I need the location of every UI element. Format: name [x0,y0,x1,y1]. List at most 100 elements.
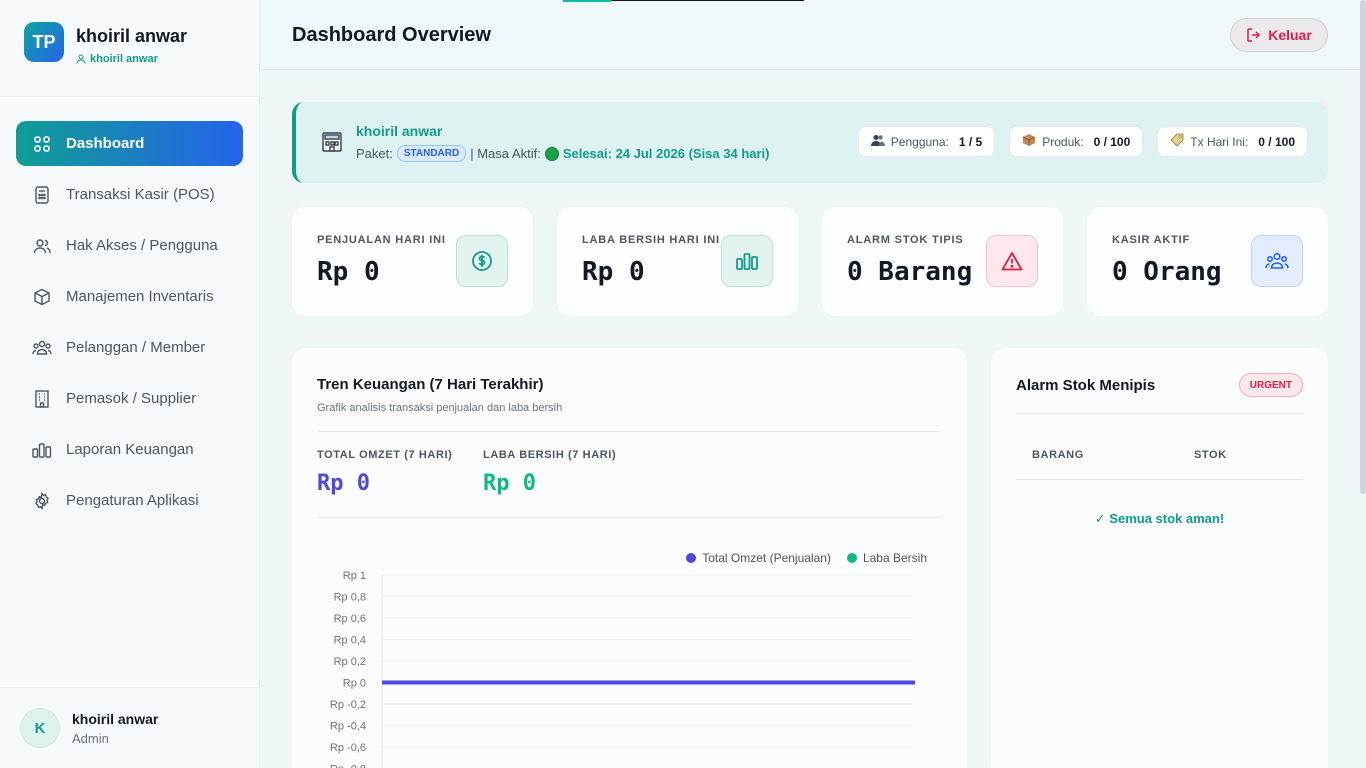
quota-chip-transactions: Tx Hari Ini: 0 / 100 [1157,126,1308,157]
y-tick-label: Rp 0 [343,678,366,690]
sidebar-item-label: Pemasok / Supplier [66,390,197,407]
low-stock-card: Alarm Stok Menipis URGENT BARANG STOK ✓ … [991,348,1328,768]
brand: TP khoiril anwar khoiril anwar [0,0,259,97]
finance-trend-card: Tren Keuangan (7 Hari Terakhir) Grafik a… [292,348,967,768]
users-icon [32,236,52,256]
brand-logo: TP [24,22,64,62]
group-icon [1251,235,1303,287]
package-badge: STANDARD [396,145,467,162]
column-header-stock: STOK [1194,449,1227,461]
quota-value: 1 / 5 [958,134,983,149]
store-icon [320,130,344,160]
header: Dashboard Overview Keluar [260,0,1360,70]
bar-chart-icon [32,440,52,460]
sidebar-item-dashboard[interactable]: Dashboard [16,121,243,166]
sidebar-item-pos[interactable]: Transaksi Kasir (POS) [16,172,243,217]
loading-bar-track [611,0,804,1]
stat-value: Rp 0 [317,257,380,287]
logout-icon [1247,28,1261,42]
sidebar-item-label: Pelanggan / Member [66,339,206,356]
quota-value: 0 / 100 [1258,134,1295,149]
user-role: Admin [72,730,109,746]
sidebar-item-label: Dashboard [66,135,145,152]
y-tick-label: Rp -0,6 [330,742,366,754]
dollar-icon [456,235,508,287]
sidebar-item-label: Pengaturan Aplikasi [66,492,199,509]
finance-subtitle: Grafik analisis transaksi penjualan dan … [317,402,563,414]
scrollbar[interactable] [1360,0,1366,494]
legend-dot-icon [846,553,857,563]
avatar: K [20,708,60,748]
sidebar-item-label: Laporan Keuangan [66,441,194,458]
tag-emoji-icon [1170,133,1184,150]
subscription-banner: khoiril anwar Paket: STANDARD | Masa Akt… [292,102,1328,183]
box-emoji-icon [1022,133,1036,150]
sidebar-item-suppliers[interactable]: Pemasok / Supplier [16,376,243,421]
active-until: Selesai: 24 Jul 2026 (Sisa 34 hari) [562,146,770,161]
finance-chart: Rp 1 Rp 0,8 Rp 0,6 Rp 0,4 Rp 0,2 Rp 0 Rp -0,2 R… [330,570,915,768]
low-stock-title: Alarm Stok Menipis [1016,377,1156,394]
group-icon [32,338,52,358]
stat-label: LABA BERSIH HARI INI [582,234,720,246]
sidebar-nav: Dashboard Transaksi Kasir (POS) Hak Akse… [0,97,259,523]
bar-chart-icon [721,235,773,287]
chart-legend: Total Omzet (Penjualan) Laba Bersih [686,551,927,565]
divider [1016,479,1303,480]
sidebar-item-settings[interactable]: Pengaturan Aplikasi [16,478,243,523]
y-tick-label: Rp 1 [343,570,366,582]
stat-card-profit: LABA BERSIH HARI INI Rp 0 [557,207,798,316]
loading-bar [563,0,611,2]
y-tick-label: Rp -0,4 [330,721,366,733]
urgent-badge: URGENT [1238,373,1303,397]
legend-item-omzet[interactable]: Total Omzet (Penjualan) [686,551,831,565]
sidebar-item-label: Transaksi Kasir (POS) [66,186,215,203]
legend-item-laba[interactable]: Laba Bersih [846,551,927,565]
divider [317,431,941,432]
quota-chip-users: Pengguna: 1 / 5 [857,126,996,157]
stat-label: KASIR AKTIF [1112,234,1191,246]
stat-label: ALARM STOK TIPIS [847,234,964,246]
y-tick-label: Rp 0,6 [334,613,366,625]
sidebar-item-reports[interactable]: Laporan Keuangan [16,427,243,472]
box-icon [32,287,52,307]
quota-chips: Pengguna: 1 / 5 Produk: 0 / 100 Tx Hari … [857,126,1308,157]
column-header-item: BARANG [1032,449,1084,461]
sidebar-item-members[interactable]: Pelanggan / Member [16,325,243,370]
building-icon [32,389,52,409]
gear-icon [32,491,52,511]
quota-value: 0 / 100 [1093,134,1131,149]
stat-value: Rp 0 [582,257,645,287]
subscription-meta: Paket: STANDARD | Masa Aktif: Selesai: 2… [356,145,770,162]
laba-value: Rp 0 [483,471,536,496]
sidebar-item-users[interactable]: Hak Akses / Pengguna [16,223,243,268]
store-name: khoiril anwar [356,123,443,139]
stat-value: 0 Orang [1112,257,1222,287]
sidebar-user[interactable]: K khoiril anwar Admin [0,687,259,768]
user-name: khoiril anwar [72,710,159,727]
logout-button[interactable]: Keluar [1230,18,1328,52]
sidebar: TP khoiril anwar khoiril anwar Dashboard… [0,0,260,768]
divider [1016,413,1303,414]
empty-state-message: ✓ Semua stok aman! [1094,511,1225,526]
sidebar-item-label: Manajemen Inventaris [66,288,214,305]
user-icon [76,54,86,64]
warning-icon [986,235,1038,287]
stat-value: 0 Barang [847,257,973,287]
finance-title: Tren Keuangan (7 Hari Terakhir) [317,376,544,393]
brand-username: khoiril anwar [76,53,187,65]
total-omzet-value: Rp 0 [317,471,370,496]
brand-name: khoiril anwar [76,25,188,46]
total-omzet-label: TOTAL OMZET (7 HARI) [317,449,453,461]
y-tick-label: Rp -0,8 [330,764,366,768]
stat-card-sales: PENJUALAN HARI INI Rp 0 [292,207,533,316]
status-dot-icon [544,146,559,161]
legend-dot-icon [686,553,697,563]
y-tick-label: Rp -0,2 [330,699,366,711]
grid-icon [32,134,52,154]
y-tick-label: Rp 0,2 [334,656,366,668]
calculator-icon [32,185,52,205]
quota-chip-products: Produk: 0 / 100 [1009,126,1144,157]
sidebar-item-inventory[interactable]: Manajemen Inventaris [16,274,243,319]
laba-label: LABA BERSIH (7 HARI) [483,449,617,461]
page-title: Dashboard Overview [292,24,491,46]
